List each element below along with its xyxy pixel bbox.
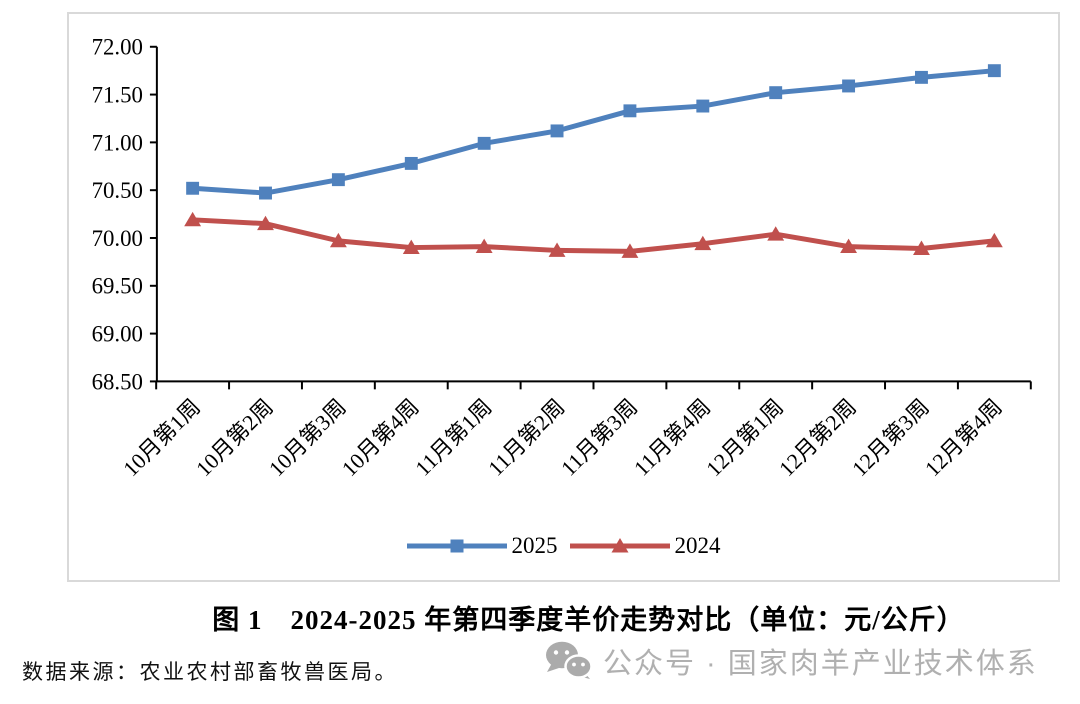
x-axis-label: 11月第3周 <box>557 395 643 481</box>
x-axis-label: 10月第3周 <box>264 395 350 481</box>
watermark: 公众号 · 国家肉羊产业技术体系 <box>545 640 1038 682</box>
legend-label: 2024 <box>674 533 721 558</box>
x-axis-label: 12月第1周 <box>702 395 788 481</box>
y-tick-label: 71.00 <box>92 130 143 155</box>
y-tick-label: 68.50 <box>92 369 143 394</box>
legend-item-2025: 2025 <box>406 533 558 558</box>
y-tick-label: 69.50 <box>92 274 143 299</box>
data-point-2024 <box>402 239 420 255</box>
data-point-2025 <box>987 64 1001 78</box>
legend-item-2024: 2024 <box>569 533 721 558</box>
x-axis-label: 11月第2周 <box>484 395 570 481</box>
y-tick-label: 71.50 <box>92 83 143 108</box>
source-note: 数据来源：农业农村部畜牧兽医局。 <box>22 660 398 684</box>
legend-marker-2025 <box>450 539 463 552</box>
data-point-2024 <box>694 235 712 251</box>
data-point-2025 <box>477 136 491 150</box>
x-axis-label: 11月第1周 <box>411 395 497 481</box>
x-axis-label: 10月第1周 <box>119 395 205 481</box>
data-point-2025 <box>331 173 345 187</box>
data-point-2025 <box>186 181 200 195</box>
watermark-text: 公众号 · 国家肉羊产业技术体系 <box>603 648 1038 680</box>
data-point-2024 <box>329 232 347 248</box>
series-line-2025 <box>190 68 997 196</box>
data-point-2024 <box>184 211 202 227</box>
data-point-2024 <box>621 243 639 258</box>
data-point-2024 <box>257 215 274 231</box>
data-point-2024 <box>840 238 858 254</box>
data-point-2024 <box>913 240 930 255</box>
legend-label: 2025 <box>511 533 558 558</box>
data-point-2025 <box>623 104 637 118</box>
chart-container: 72.00 71.50 71.00 70.50 70.00 69.50 69.00 68.50… <box>67 12 1060 582</box>
x-axis-label: 12月第3周 <box>848 395 934 481</box>
data-point-2025 <box>769 86 783 100</box>
legend-swatch-2025-icon <box>406 539 507 552</box>
x-axis-label: 11月第4周 <box>629 395 715 481</box>
wechat-icon <box>546 641 593 679</box>
y-tick-label: 72.00 <box>92 35 143 60</box>
series-line-2024 <box>190 217 997 254</box>
data-point-2024 <box>985 232 1003 248</box>
legend-swatch-2024-icon <box>569 537 670 552</box>
data-point-2024 <box>475 238 493 254</box>
x-axis-label: 12月第4周 <box>920 395 1006 481</box>
figure-caption: 图 1 2024-2025 年第四季度羊价走势对比（单位：元/公斤） <box>212 605 965 635</box>
y-tick-label: 69.00 <box>92 322 143 347</box>
data-point-2025 <box>550 124 564 138</box>
data-point-2025 <box>915 70 928 84</box>
data-point-2025 <box>259 186 272 200</box>
price-trend-line-chart: 72.00 71.50 71.00 70.50 70.00 69.50 69.00 68.50… <box>92 35 1032 481</box>
data-point-2024 <box>548 242 566 257</box>
x-axis-label: 12月第2周 <box>775 395 861 481</box>
x-axis-label: 10月第2周 <box>192 395 278 481</box>
data-point-2025 <box>404 156 418 170</box>
data-point-2025 <box>696 99 710 113</box>
y-tick-label: 70.00 <box>92 226 143 251</box>
data-point-2024 <box>767 226 785 241</box>
data-point-2025 <box>842 79 856 93</box>
y-tick-label: 70.50 <box>92 178 143 203</box>
x-axis-label: 10月第4周 <box>337 395 423 481</box>
legend-marker-2024 <box>611 537 628 552</box>
chart-legend: 2025 2024 <box>69 534 1058 557</box>
